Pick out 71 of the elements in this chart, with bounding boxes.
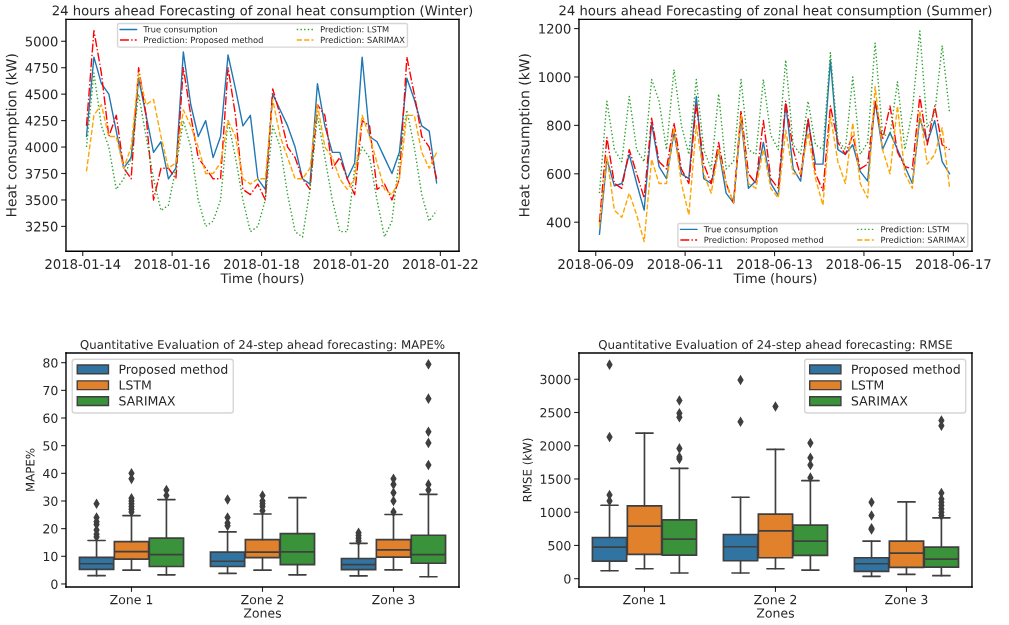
x-tick-label: 2018-06-09: [558, 259, 634, 270]
y-tick-label: 20: [43, 524, 58, 534]
x-tick-label: 2018-06-13: [737, 259, 812, 270]
y-axis-title: Heat consumption (kW): [518, 54, 533, 217]
x-tick-label: 2018-06-15: [826, 259, 902, 270]
chart-title: Quantitative Evaluation of 24-step ahead forecasting: MAPE%: [80, 339, 445, 352]
y-tick-label: 5000: [25, 36, 58, 47]
y-tick-label: 2000: [540, 441, 571, 451]
legend-label: Proposed method: [119, 364, 228, 377]
x-tick-label: 2018-01-20: [313, 259, 389, 270]
y-tick-label: 4750: [25, 62, 58, 73]
y-tick-label: 400: [546, 217, 571, 228]
x-tick-label: 2018-06-17: [915, 259, 991, 270]
y-tick-label: 60: [43, 413, 58, 423]
y-tick-label: 1500: [540, 474, 571, 484]
legend-label: SARIMAX: [119, 396, 176, 406]
y-tick-label: 3500: [25, 195, 58, 206]
y-tick-label: 4000: [25, 142, 58, 153]
x-axis-title: Time (hours): [733, 273, 817, 285]
y-tick-label: 800: [547, 120, 571, 131]
y-axis-title: MAPE%: [25, 448, 35, 491]
chart-title: 24 hours ahead Forecasting of zonal heat consumption (Summer): [559, 5, 992, 18]
y-tick-label: 600: [547, 169, 571, 179]
y-tick-label: 3250: [25, 221, 58, 232]
legend-label: LSTM: [852, 380, 884, 390]
x-tick-label: Zone 2: [754, 594, 797, 605]
x-tick-label: Zone 2: [241, 594, 284, 605]
legend-label: Prediction: Proposed method: [144, 36, 263, 45]
chart-title: Quantitative Evaluation of 24-step ahead forecasting: RMSE: [598, 339, 952, 352]
y-tick-label: 1000: [539, 72, 571, 83]
chart-title: 24 hours ahead Forecasting of zonal heat consumption (Winter): [52, 5, 473, 18]
x-tick-label: 2018-01-18: [224, 259, 299, 270]
x-tick-label: Zone 3: [372, 594, 415, 605]
y-tick-label: 10: [43, 551, 58, 562]
y-tick-label: 70: [43, 385, 58, 396]
x-tick-label: Zone 3: [885, 594, 928, 605]
x-axis-title: Time (hours): [220, 273, 304, 285]
y-axis-title: Heat consumption (kW): [5, 54, 20, 217]
y-tick-label: 3750: [25, 168, 58, 179]
legend-label: True consumption: [143, 26, 217, 35]
x-tick-label: 2018-01-22: [402, 259, 478, 270]
legend-label: Proposed method: [852, 364, 960, 377]
legend-label: Prediction: SARIMAX: [881, 236, 966, 243]
y-tick-label: 1200: [539, 23, 571, 34]
x-tick-label: 2018-01-14: [45, 259, 121, 270]
x-tick-label: 2018-06-11: [647, 259, 723, 270]
y-tick-label: 0: [564, 574, 571, 584]
y-tick-label: 80: [43, 358, 58, 368]
y-tick-label: 50: [43, 441, 58, 451]
legend-label: Prediction: LSTM: [320, 26, 389, 33]
y-tick-label: 4250: [25, 115, 58, 126]
y-tick-label: 40: [43, 468, 58, 479]
y-tick-label: 1000: [540, 507, 571, 518]
y-tick-label: 4500: [25, 89, 58, 100]
y-axis-title: RMSE (kW): [522, 438, 534, 502]
legend-label: True consumption: [703, 225, 778, 235]
x-tick-label: 2018-01-16: [134, 259, 210, 270]
legend-label: LSTM: [119, 380, 151, 390]
legend-label: Prediction: Proposed method: [704, 236, 824, 245]
x-axis-title: Zones: [243, 608, 282, 618]
x-tick-label: Zone 1: [110, 595, 153, 605]
x-tick-label: Zone 1: [623, 595, 666, 605]
x-axis-title: Zones: [756, 608, 795, 618]
legend-label: SARIMAX: [851, 396, 908, 406]
y-tick-label: 2500: [540, 407, 571, 418]
y-tick-label: 500: [548, 540, 571, 551]
y-tick-label: 3000: [540, 374, 571, 385]
legend-label: Prediction: SARIMAX: [320, 36, 405, 44]
y-tick-label: 30: [43, 496, 58, 506]
legend-label: Prediction: LSTM: [881, 225, 949, 233]
y-tick-label: 0: [51, 579, 58, 589]
